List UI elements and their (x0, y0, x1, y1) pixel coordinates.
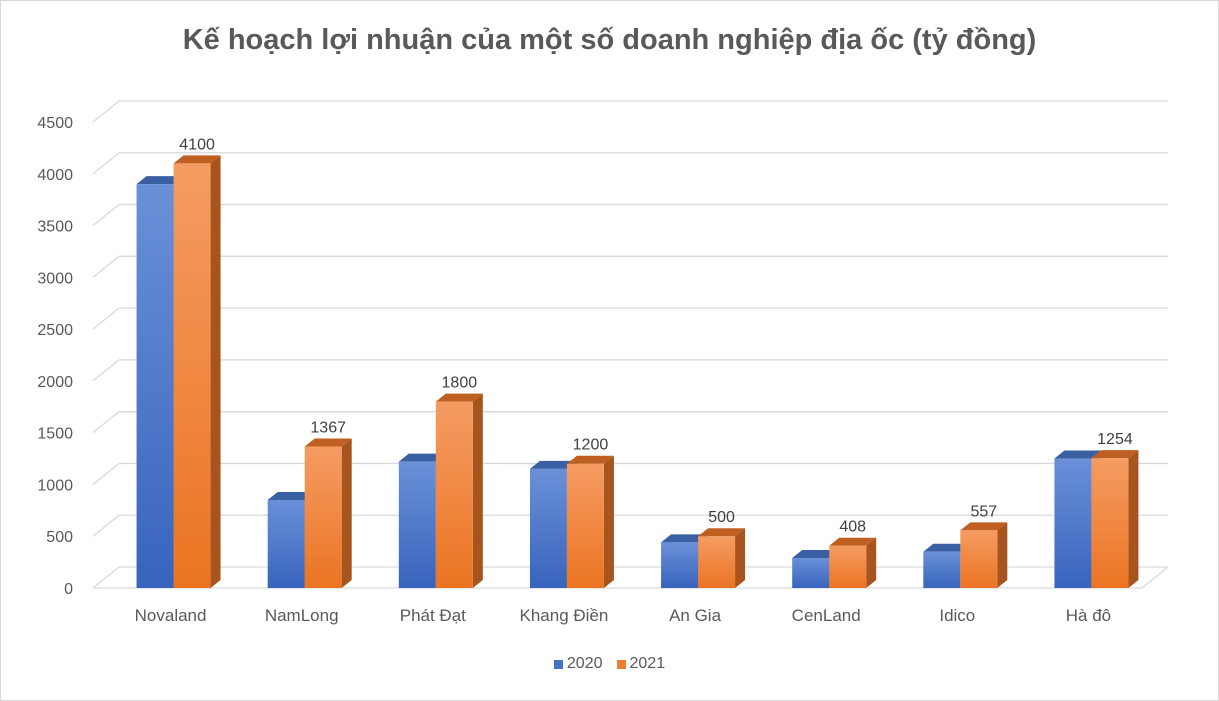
bar-2021 (1091, 458, 1129, 588)
bar-side-2021 (472, 393, 483, 588)
data-label: 1800 (442, 375, 478, 392)
x-category-label: Novaland (135, 606, 207, 625)
bar-side-2021 (1128, 450, 1139, 588)
bar-2020 (398, 461, 436, 588)
bar-side-2021 (997, 522, 1008, 588)
gridline-side (92, 152, 120, 175)
bar-top-2020 (923, 543, 971, 552)
bar-side-2021 (341, 438, 352, 588)
y-tick-label: 4500 (37, 115, 73, 132)
gridline-side (92, 204, 120, 227)
legend-label-2021: 2021 (629, 655, 666, 672)
bar-top-2020 (398, 453, 446, 462)
bar-2020 (136, 184, 174, 588)
bar-2020 (661, 542, 699, 588)
bar-2021 (566, 463, 604, 588)
data-label: 4100 (179, 136, 215, 153)
bar-2020 (1054, 458, 1092, 588)
legend-swatch-2020 (553, 659, 563, 669)
bar-top-2021 (435, 393, 483, 402)
x-category-label: NamLong (265, 606, 339, 625)
bar-top-2021 (304, 438, 352, 447)
bar-top-2020 (529, 460, 577, 469)
gridline-side (92, 411, 120, 434)
bar-top-2020 (267, 491, 315, 500)
x-category-label: Hà đô (1066, 606, 1111, 625)
bar-side-2021 (210, 155, 221, 588)
bar-top-2021 (173, 155, 221, 164)
data-label: 1254 (1097, 431, 1133, 448)
y-tick-label: 2000 (37, 374, 73, 391)
bar-top-2020 (661, 534, 709, 543)
gridline-side (92, 514, 120, 537)
bar-2021 (304, 446, 342, 588)
bar-top-2021 (698, 528, 746, 537)
bar-2021 (173, 163, 211, 588)
legend-item-2021: 2021 (616, 655, 666, 673)
bar-2020 (923, 551, 961, 588)
x-category-label: An Gia (669, 606, 722, 625)
bar-2021 (960, 530, 998, 588)
floor-edge-side (1141, 566, 1169, 589)
y-tick-label: 3500 (37, 219, 73, 236)
bar-top-2021 (1091, 450, 1139, 459)
bar-2020 (792, 557, 830, 588)
x-category-label: Phát Đạt (400, 606, 466, 625)
bar-top-2020 (792, 549, 840, 558)
bar-2020 (267, 499, 305, 588)
data-label: 1200 (573, 437, 609, 454)
bar-side-2021 (866, 537, 877, 588)
legend-swatch-2021 (616, 659, 626, 669)
bar-top-2021 (960, 522, 1008, 531)
legend: 2020 2021 (0, 655, 1219, 673)
bar-2020 (529, 468, 567, 588)
bar-top-2020 (1054, 450, 1102, 459)
y-tick-label: 2500 (37, 322, 73, 339)
data-label: 500 (708, 509, 735, 526)
gridline-side (92, 307, 120, 330)
gridline-side (92, 359, 120, 382)
y-tick-label: 500 (46, 529, 73, 546)
chart-title: Kế hoạch lợi nhuận của một số doanh nghi… (182, 24, 1037, 56)
bar-2021 (829, 545, 867, 588)
bar-top-2021 (566, 455, 614, 464)
data-label: 557 (970, 503, 997, 520)
gridline-side (92, 100, 120, 123)
legend-item-2020: 2020 (553, 655, 603, 673)
bar-side-2021 (603, 455, 614, 588)
gridline-side (92, 566, 120, 589)
data-label: 1367 (310, 419, 346, 436)
y-tick-label: 1500 (37, 426, 73, 443)
data-label: 408 (839, 519, 866, 536)
bar-side-2021 (735, 528, 746, 588)
bar-top-2021 (829, 537, 877, 546)
bar-top-2020 (136, 176, 184, 185)
gridline-side (92, 462, 120, 485)
x-category-label: CenLand (792, 606, 861, 625)
legend-label-2020: 2020 (566, 655, 603, 672)
y-tick-label: 4000 (37, 167, 73, 184)
bar-2021 (435, 401, 473, 588)
y-tick-label: 3000 (37, 270, 73, 287)
x-category-label: Idico (939, 606, 975, 625)
gridline-side (92, 255, 120, 278)
y-tick-label: 1000 (37, 477, 73, 494)
x-category-label: Khang Điền (520, 606, 609, 625)
y-tick-label: 0 (64, 581, 73, 598)
bar-2021 (698, 536, 736, 588)
